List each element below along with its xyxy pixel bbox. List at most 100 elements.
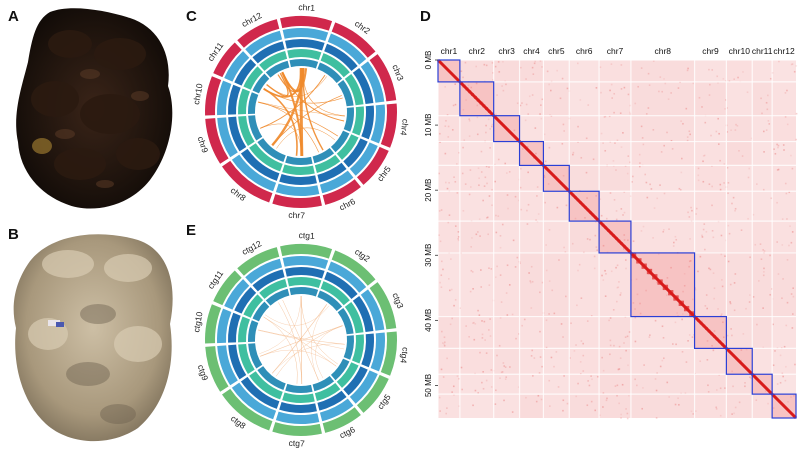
chromosome-box-chr1 xyxy=(437,59,461,83)
chromosome-label-chr11: chr11 xyxy=(752,46,773,56)
circos-e-ring4-ctg9 xyxy=(238,343,255,374)
circos-c-ring2-chr7 xyxy=(275,183,320,197)
circos-e-label-ctg9: ctg9 xyxy=(196,363,211,382)
circos-c-link xyxy=(258,101,345,117)
circos-c-link xyxy=(259,74,326,129)
circos-c-ring1-chr10 xyxy=(205,76,222,116)
chromosome-box-chr12 xyxy=(771,393,797,419)
circos-e-ring2-ctg10 xyxy=(217,308,232,344)
y-tick-label: 20 MB xyxy=(424,179,433,202)
circos-c-ring2-chr9 xyxy=(217,117,238,158)
circos-e-label-ctg7: ctg7 xyxy=(288,438,305,449)
chromosome-label-chr6: chr6 xyxy=(576,46,593,56)
chromosome-label-chr8: chr8 xyxy=(654,46,671,56)
circos-e-link xyxy=(300,295,338,365)
chromosome-label-chr1: chr1 xyxy=(441,46,458,56)
chromosome-box-chr9 xyxy=(693,315,727,349)
circos-e-ring4-ctg4 xyxy=(352,334,364,364)
circos-c-ring5-chr4 xyxy=(343,107,354,132)
circos-c-ring4-chr6 xyxy=(314,154,341,173)
circos-e-label-ctg10: ctg10 xyxy=(191,311,204,333)
chromosome-label-chr12: chr12 xyxy=(773,46,795,56)
circos-e-ring2-ctg3 xyxy=(360,289,385,331)
circos-c-ring5-chr9 xyxy=(248,115,263,141)
circos-e-ring1-ctg8 xyxy=(221,388,273,431)
chromosome-box-chr4 xyxy=(518,140,545,167)
circos-e-ring4-ctg3 xyxy=(344,301,364,334)
circos-c-ring2-chr1 xyxy=(282,28,329,42)
circos-e-ring3-ctg6 xyxy=(317,390,347,411)
circos-e-ring5-ctg5 xyxy=(330,358,350,381)
circos-e-link xyxy=(264,305,330,326)
circos-c-link xyxy=(271,67,305,147)
circos-e-ring3-ctg5 xyxy=(343,366,368,396)
panel-label-c: C xyxy=(186,8,197,25)
circos-c-ring5-chr11 xyxy=(252,73,270,94)
circos-c-ring5-chr6 xyxy=(312,147,335,164)
circos-e-ring1-ctg1 xyxy=(280,244,333,259)
circos-c-link xyxy=(302,68,324,151)
circos-e-link xyxy=(259,295,301,355)
circos-c-ring2-chr11 xyxy=(224,51,250,82)
circos-e-ring4-ctg12 xyxy=(259,279,288,299)
circos-c-ring1-chr9 xyxy=(205,118,229,164)
panel-label-a: A xyxy=(8,8,19,25)
circos-c-ring4-chr5 xyxy=(336,134,359,160)
circos-e-ring3-ctg4 xyxy=(361,333,374,368)
circos-c-label-chr1: chr1 xyxy=(298,2,315,13)
circos-e-ring5-ctg2 xyxy=(317,290,343,311)
circos-c-link xyxy=(281,68,308,93)
circos-c-ring1-chr6 xyxy=(322,179,361,205)
circos-c-ring1-chr5 xyxy=(356,146,389,185)
circos-c-label-chr7: chr7 xyxy=(288,210,305,221)
circos-c-ring4-chr8 xyxy=(249,143,283,172)
circos-e-ring3-ctg12 xyxy=(252,269,285,292)
circos-c-ring5-chr8 xyxy=(257,138,286,162)
circos-e-ring1-ctg9 xyxy=(205,346,229,392)
circos-e-ring1-ctg6 xyxy=(322,407,361,433)
circos-e-ring4-ctg10 xyxy=(238,316,250,343)
circos-e-ring3-ctg11 xyxy=(234,287,257,314)
circos-e-ring4-ctg6 xyxy=(314,382,341,401)
circos-e-ring1-ctg4 xyxy=(380,331,397,376)
circos-c-label-chr3: chr3 xyxy=(390,63,406,82)
circos-c-ring3-chr5 xyxy=(343,138,368,168)
circos-e-ring1-ctg5 xyxy=(356,374,389,413)
circos-e-ring2-ctg7 xyxy=(275,411,320,424)
circos-e-ring5-ctg1 xyxy=(289,287,319,297)
circos-e-link xyxy=(272,343,345,374)
y-tick-label: 10 MB xyxy=(424,114,433,137)
chromosome-label-chr10: chr10 xyxy=(729,46,751,56)
circos-e-ring3-ctg10 xyxy=(228,312,241,343)
circos-e-ring5-ctg4 xyxy=(343,335,354,360)
circos-e-ring2-ctg8 xyxy=(231,382,277,420)
circos-e-link xyxy=(311,304,327,381)
circos-c-ring5-chr3 xyxy=(337,80,354,107)
y-tick-label: 30 MB xyxy=(424,244,433,267)
circos-c-ring3-chr1 xyxy=(285,39,325,51)
heatmap-texture xyxy=(437,59,798,420)
circos-e-label-ctg4: ctg4 xyxy=(398,347,410,365)
panel-label-b: B xyxy=(8,226,19,243)
chromosome-box-chr3 xyxy=(493,115,521,143)
circos-c-ring3-chr4 xyxy=(361,105,374,140)
circos-e-ring1-ctg12 xyxy=(237,247,280,276)
circos-c-link xyxy=(266,76,327,97)
circos-c-ring2-chr6 xyxy=(319,170,354,194)
chromosome-label-chr9: chr9 xyxy=(702,46,719,56)
circos-c-ring3-chr8 xyxy=(240,148,280,181)
circos-e-label-ctg1: ctg1 xyxy=(298,230,315,241)
circos-c-label-chr4: chr4 xyxy=(398,118,410,136)
chromosome-box-chr5 xyxy=(542,164,570,192)
circos-e-link xyxy=(272,304,328,374)
circos-plot-chromosomes: chr1chr2chr3chr4chr5chr6chr7chr8chr9chr1… xyxy=(191,2,411,221)
circos-c-ring4-chr7 xyxy=(282,164,315,176)
circos-c-ring1-chr11 xyxy=(213,42,242,78)
circos-e-link xyxy=(278,302,303,384)
circos-e-ring5-ctg6 xyxy=(312,375,335,392)
circos-c-ring3-chr6 xyxy=(317,162,347,183)
circos-c-ring4-chr10 xyxy=(238,88,250,115)
circos-c-link xyxy=(266,72,289,97)
circos-c-link xyxy=(258,101,319,153)
hic-contact-heatmap: chr1 chr2 chr3 chr4 chr5 chr6 chr7 chr8 chr9 chr1… xyxy=(424,46,798,420)
